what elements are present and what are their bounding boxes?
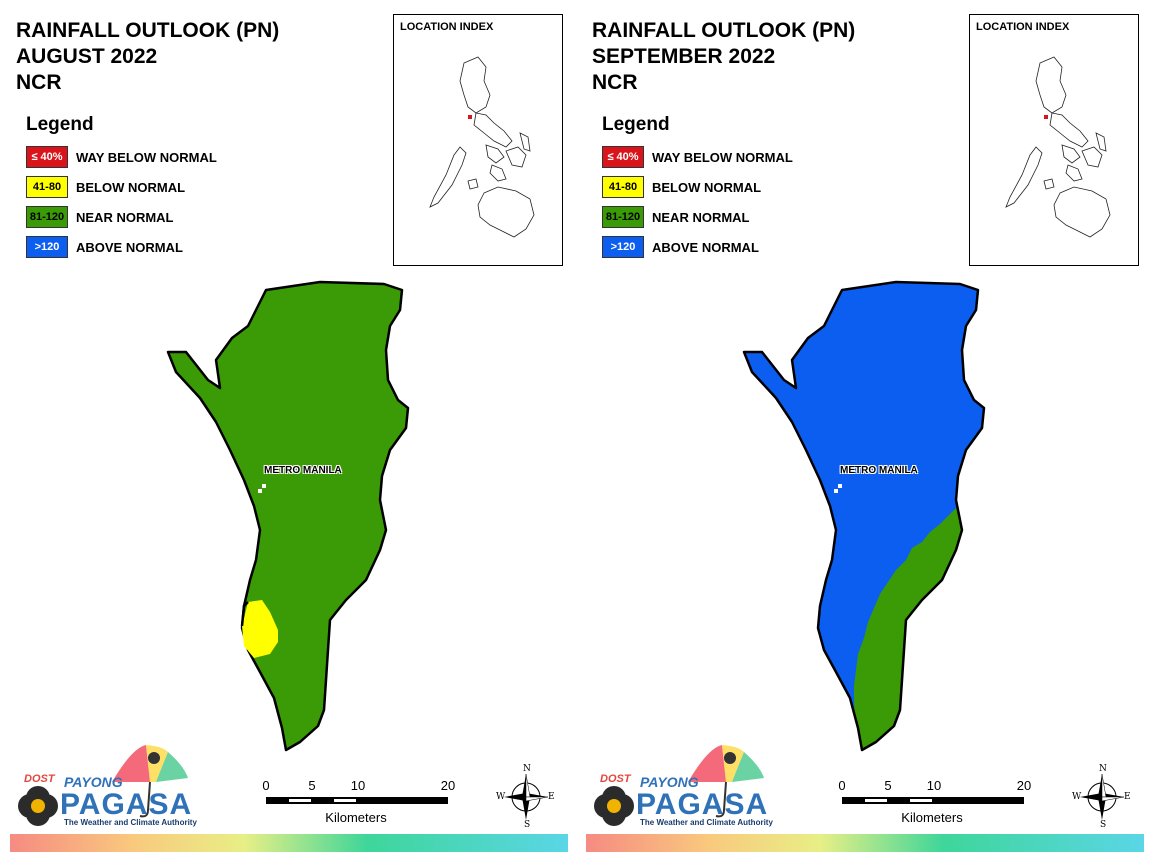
compass-e: E xyxy=(548,792,555,802)
compass-s: S xyxy=(524,820,531,830)
ncr-marker-icon xyxy=(1044,115,1048,119)
legend-item-way-below: ≤ 40% WAY BELOW NORMAL xyxy=(602,146,793,176)
legend-item-below: 41-80 BELOW NORMAL xyxy=(602,176,761,206)
legend-label: NEAR NORMAL xyxy=(76,210,174,225)
umbrella-logo-icon xyxy=(18,745,188,826)
legend-heading: Legend xyxy=(26,114,94,135)
scale-bar: 0 5 10 20 Kilometers xyxy=(256,778,466,828)
ncr-rainfall-map xyxy=(742,280,986,752)
north-arrow: N S E W xyxy=(496,764,556,830)
scale-bar-graphic xyxy=(842,797,1024,804)
logo-pagasa-text: PAGASA xyxy=(636,788,769,821)
scale-bar-graphic xyxy=(266,797,448,804)
pagasa-logo: DOST PAYONG PAGASA The Weather and Clima… xyxy=(16,740,197,832)
scale-tick: 5 xyxy=(884,778,892,793)
location-index-title: LOCATION INDEX xyxy=(400,21,494,33)
legend-label: WAY BELOW NORMAL xyxy=(652,150,793,165)
title-line-1: RAINFALL OUTLOOK (PN) xyxy=(592,19,856,42)
swatch-near: 81-120 xyxy=(602,206,644,228)
scale-units: Kilometers xyxy=(901,810,963,825)
title-line-3: NCR xyxy=(592,71,638,94)
color-gradient-strip xyxy=(10,834,568,852)
scale-tick: 20 xyxy=(440,778,456,793)
scale-tick: 10 xyxy=(350,778,366,793)
compass-w: W xyxy=(1072,792,1082,802)
logo-payong-text: PAYONG xyxy=(64,774,123,790)
compass-rose-icon xyxy=(504,773,549,820)
legend-item-above: >120 ABOVE NORMAL xyxy=(26,236,183,266)
umbrella-logo-icon xyxy=(594,745,764,826)
legend-label: NEAR NORMAL xyxy=(652,210,750,225)
title-line-2: AUGUST 2022 xyxy=(16,45,158,68)
legend-label: BELOW NORMAL xyxy=(76,180,186,195)
scale-bar: 0 5 10 20 Kilometers xyxy=(832,778,1042,828)
scale-tick: 0 xyxy=(262,778,270,793)
compass-e: E xyxy=(1124,792,1131,802)
compass-s: S xyxy=(1100,820,1107,830)
legend-label: ABOVE NORMAL xyxy=(76,240,183,255)
ncr-marker-icon xyxy=(468,115,472,119)
swatch-near: 81-120 xyxy=(26,206,68,228)
map-title: RAINFALL OUTLOOK (PN) SEPTEMBER 2022 NCR xyxy=(592,18,855,96)
legend-item-near: 81-120 NEAR NORMAL xyxy=(26,206,174,236)
legend: Legend ≤ 40% WAY BELOW NORMAL 41-80 BELO… xyxy=(26,114,217,266)
swatch-below: 41-80 xyxy=(26,176,68,198)
scale-tick: 5 xyxy=(308,778,316,793)
map-title: RAINFALL OUTLOOK (PN) AUGUST 2022 NCR xyxy=(16,18,279,96)
philippines-map-icon xyxy=(1005,56,1111,238)
metro-manila-marker-icon xyxy=(262,484,266,488)
scale-tick: 10 xyxy=(926,778,942,793)
location-index-inset: LOCATION INDEX xyxy=(393,14,563,266)
legend-item-way-below: ≤ 40% WAY BELOW NORMAL xyxy=(26,146,217,176)
panel-august: RAINFALL OUTLOOK (PN) AUGUST 2022 NCR Le… xyxy=(10,14,568,852)
swatch-way-below: ≤ 40% xyxy=(26,146,68,168)
title-line-2: SEPTEMBER 2022 xyxy=(592,45,776,68)
legend-label: WAY BELOW NORMAL xyxy=(76,150,217,165)
color-gradient-strip xyxy=(586,834,1144,852)
compass-rose-icon xyxy=(1080,773,1125,820)
philippines-map-icon xyxy=(429,56,535,238)
legend-label: BELOW NORMAL xyxy=(652,180,762,195)
place-label: METRO MANILA xyxy=(840,465,918,476)
scale-tick: 0 xyxy=(838,778,846,793)
legend-heading: Legend xyxy=(602,114,670,135)
title-line-1: RAINFALL OUTLOOK (PN) xyxy=(16,19,280,42)
ncr-region-below-normal xyxy=(242,600,278,658)
logo-payong-text: PAYONG xyxy=(640,774,699,790)
legend-item-near: 81-120 NEAR NORMAL xyxy=(602,206,750,236)
place-label: METRO MANILA xyxy=(264,465,342,476)
pagasa-logo: DOST PAYONG PAGASA The Weather and Clima… xyxy=(592,740,773,832)
swatch-above: >120 xyxy=(26,236,68,258)
location-index-inset: LOCATION INDEX xyxy=(969,14,1139,266)
legend: Legend ≤ 40% WAY BELOW NORMAL 41-80 BELO… xyxy=(602,114,793,266)
legend-label: ABOVE NORMAL xyxy=(652,240,759,255)
scale-units: Kilometers xyxy=(325,810,387,825)
legend-item-below: 41-80 BELOW NORMAL xyxy=(26,176,185,206)
metro-manila-marker-icon xyxy=(838,484,842,488)
compass-n: N xyxy=(523,764,531,774)
compass-n: N xyxy=(1099,764,1107,774)
legend-item-above: >120 ABOVE NORMAL xyxy=(602,236,759,266)
location-index-title: LOCATION INDEX xyxy=(976,21,1070,33)
swatch-above: >120 xyxy=(602,236,644,258)
panel-september: RAINFALL OUTLOOK (PN) SEPTEMBER 2022 NCR… xyxy=(576,0,1152,864)
logo-tagline: The Weather and Climate Authority xyxy=(64,818,197,827)
scale-tick: 20 xyxy=(1016,778,1032,793)
compass-w: W xyxy=(496,792,506,802)
logo-tagline: The Weather and Climate Authority xyxy=(640,818,773,827)
ncr-region-near-normal xyxy=(166,280,410,752)
logo-dost-text: DOST xyxy=(24,773,55,785)
logo-dost-text: DOST xyxy=(600,773,631,785)
swatch-below: 41-80 xyxy=(602,176,644,198)
swatch-way-below: ≤ 40% xyxy=(602,146,644,168)
ncr-rainfall-map xyxy=(166,280,410,752)
title-line-3: NCR xyxy=(16,71,62,94)
north-arrow: N S E W xyxy=(1072,764,1132,830)
logo-pagasa-text: PAGASA xyxy=(60,788,193,821)
